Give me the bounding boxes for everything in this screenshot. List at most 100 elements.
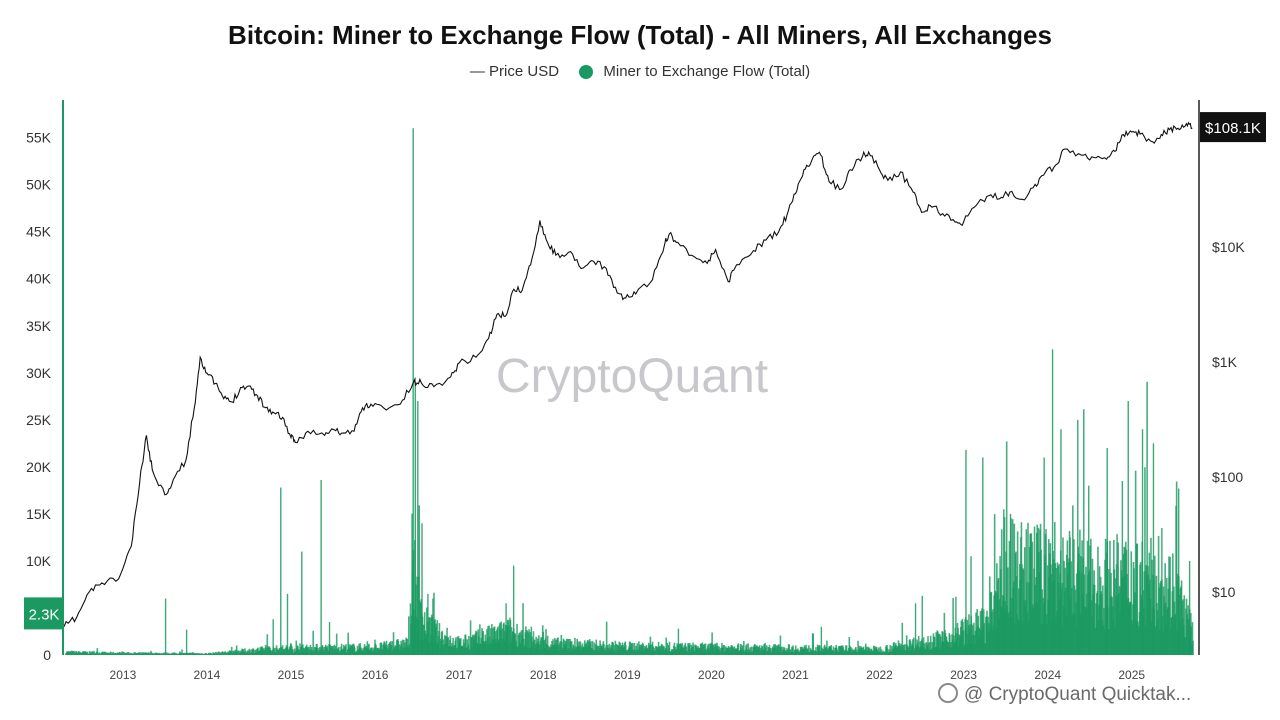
flow-bar [115, 653, 117, 655]
flow-bar [836, 649, 839, 655]
flow-spike-bar [427, 593, 429, 655]
flow-bar [778, 644, 780, 655]
flow-bar [650, 644, 652, 655]
flow-bar [557, 645, 560, 655]
flow-bar [784, 647, 786, 655]
flow-bar [312, 630, 314, 655]
flow-bar [928, 642, 931, 655]
flow-bar [190, 652, 193, 655]
flow-bar [568, 638, 570, 655]
flow-bar [707, 643, 710, 655]
flow-bar [903, 644, 906, 655]
flow-bar [1069, 537, 1071, 655]
flow-bar [608, 643, 611, 655]
flow-bar [938, 633, 940, 655]
legend-flow-label: Miner to Exchange Flow (Total) [603, 62, 811, 80]
flow-bar [1183, 595, 1186, 655]
flow-bar [578, 641, 581, 655]
flow-bar [1075, 573, 1078, 655]
flow-bar [808, 645, 810, 655]
flow-bar [745, 644, 748, 655]
flow-bar [1136, 543, 1139, 655]
y-left-tick-label: 20K [26, 459, 52, 475]
flow-spike-bar [505, 603, 507, 655]
flow-bar [590, 641, 592, 655]
flow-bar [216, 652, 219, 655]
flow-bar [603, 643, 605, 655]
flow-bar [279, 647, 281, 655]
y-right-tick-label: $10 [1212, 584, 1236, 600]
flow-bar [497, 626, 499, 655]
flow-bar [788, 644, 790, 655]
flow-bar [1021, 564, 1023, 655]
flow-bar [570, 641, 573, 655]
flow-bar [1027, 522, 1029, 655]
x-tick-label: 2014 [194, 668, 221, 682]
flow-bar [1090, 538, 1092, 655]
flow-bar [688, 642, 691, 655]
flow-bar [561, 641, 563, 655]
flow-bar [215, 651, 217, 655]
flow-bar [391, 641, 394, 655]
flow-spike-bar [320, 480, 322, 655]
x-tick-label: 2020 [698, 668, 725, 682]
flow-bar [70, 650, 72, 655]
flow-spike-bar [272, 619, 274, 655]
flow-bar [416, 576, 418, 655]
flow-bar [102, 652, 105, 655]
x-tick-label: 2013 [110, 668, 137, 682]
flow-bar [780, 646, 782, 655]
flow-bar [728, 647, 731, 655]
y-left-tick-labels: 05K10K15K20K25K30K35K40K45K50K55K [26, 130, 52, 663]
legend-item-flow[interactable]: Miner to Exchange Flow (Total) [579, 63, 810, 80]
flow-bar [786, 648, 788, 655]
flow-bar [86, 651, 89, 655]
flow-bar [199, 653, 201, 655]
flow-bar [988, 576, 991, 655]
flow-bar [614, 640, 617, 655]
flow-bar [121, 651, 123, 655]
flow-bar [438, 623, 441, 655]
flow-bar [392, 632, 395, 655]
flow-bar [618, 641, 621, 655]
flow-bar [815, 647, 817, 655]
flow-bar [233, 651, 236, 655]
flow-bar [97, 652, 99, 655]
flow-bar [230, 646, 233, 655]
flow-bar [141, 652, 143, 655]
flow-bar [149, 653, 151, 655]
flow-spike-bar [914, 603, 917, 655]
flow-bar [865, 646, 868, 655]
flow-bar [281, 645, 284, 655]
flow-bar [1144, 467, 1146, 655]
latest-price-badge [1200, 112, 1266, 143]
flow-bar [356, 645, 359, 655]
flow-bar [406, 638, 408, 655]
flow-bar [331, 646, 334, 655]
flow-spike-bar [1141, 429, 1144, 655]
flow-spike-bar [530, 626, 533, 655]
x-tick-label: 2021 [782, 668, 809, 682]
flow-bar [746, 649, 748, 655]
flow-bar [316, 644, 318, 655]
x-tick-label: 2018 [530, 668, 557, 682]
flow-bar [704, 643, 707, 655]
y-right-tick-labels: $10 $100 $1K $10K [1212, 239, 1245, 600]
flow-bar [208, 652, 211, 655]
legend-flow-dot [579, 64, 594, 79]
flow-bar [151, 652, 154, 655]
flow-bar [1000, 529, 1003, 655]
flow-bar [128, 652, 131, 655]
flow-bar [639, 645, 642, 655]
legend-item-price[interactable]: — Price USD [470, 63, 559, 80]
flow-spike-bar [164, 598, 167, 655]
flow-bar [631, 643, 633, 655]
flow-bar [181, 649, 183, 655]
flow-spike-bar [970, 556, 972, 655]
flow-bar [122, 652, 125, 655]
flow-bar [1192, 640, 1194, 655]
flow-bar [247, 650, 249, 655]
flow-bar [449, 635, 452, 655]
flow-bar [543, 640, 546, 655]
flow-bar [1153, 555, 1156, 655]
